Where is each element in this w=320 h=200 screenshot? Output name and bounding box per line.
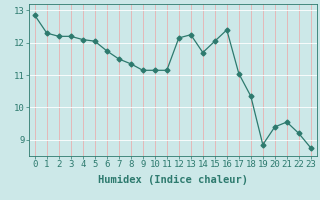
X-axis label: Humidex (Indice chaleur): Humidex (Indice chaleur) bbox=[98, 175, 248, 185]
